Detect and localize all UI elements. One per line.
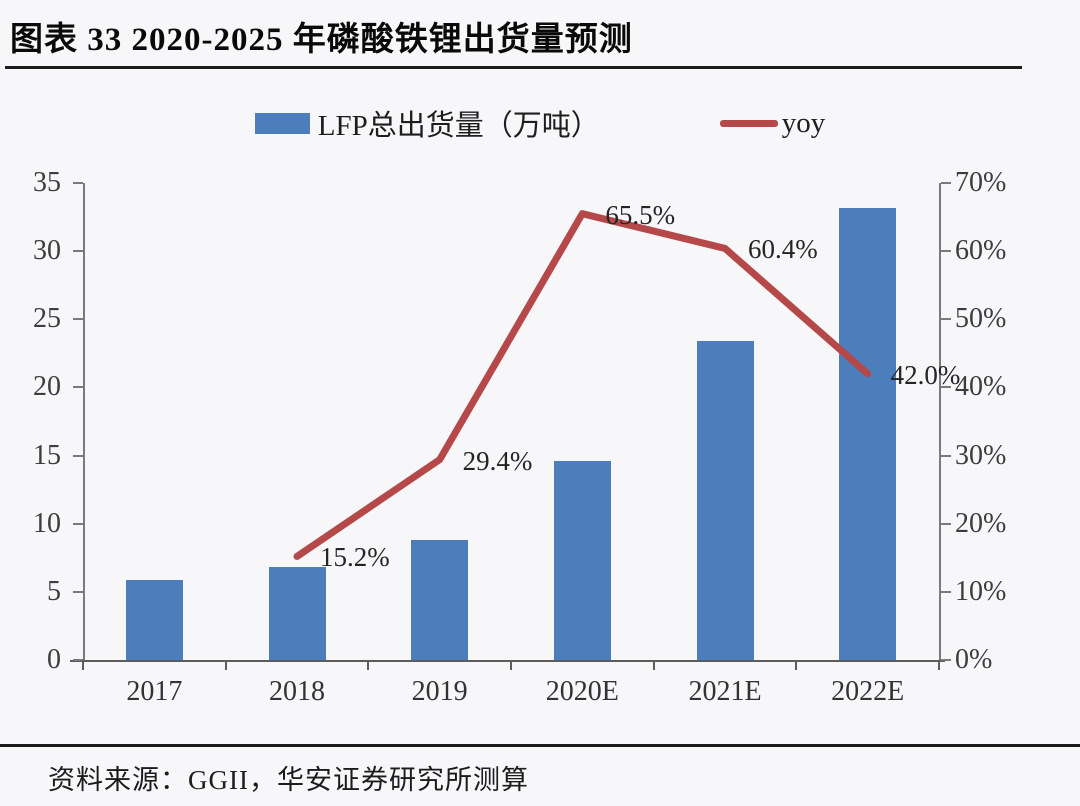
chart-legend: LFP总出货量（万吨） yoy — [0, 102, 1080, 144]
y-axis-left-tick — [73, 590, 83, 593]
y-axis-right-tick — [941, 250, 951, 253]
yoy-point-label: 60.4% — [748, 234, 818, 265]
bar-2022E — [839, 207, 897, 660]
yoy-point-label: 42.0% — [890, 359, 961, 390]
legend-label-yoy: yoy — [781, 106, 826, 139]
x-axis-category-label: 2021E — [688, 676, 762, 707]
y-axis-left-tick-label: 5 — [47, 575, 61, 607]
line-series-swatch — [719, 119, 778, 127]
y-axis-right-tick — [941, 182, 951, 184]
y-axis-left-tick-label: 35 — [33, 167, 61, 198]
legend-item-lfp-shipments: LFP总出货量（万吨） — [254, 102, 600, 144]
y-axis-left-tick — [73, 522, 83, 525]
source-note: 资料来源：GGII，华安证券研究所测算 — [48, 765, 529, 795]
x-axis — [70, 660, 945, 662]
x-axis-category-label: 2017 — [126, 676, 183, 707]
x-axis-tick — [510, 660, 512, 670]
y-axis-right-tick — [941, 454, 951, 457]
yoy-point-label: 15.2% — [320, 542, 390, 573]
y-axis-right-tick — [941, 659, 951, 661]
legend-label-lfp-shipments: LFP总出货量（万吨） — [317, 110, 600, 142]
y-axis-left — [83, 183, 85, 660]
y-axis-left-tick-label: 30 — [33, 235, 61, 267]
y-axis-right-tick-label: 40% — [955, 371, 1007, 403]
x-axis-category-label: 2019 — [411, 676, 468, 707]
y-axis-left-tick — [73, 318, 83, 321]
bar-2020E — [553, 461, 611, 660]
x-axis-tick — [224, 660, 227, 670]
y-axis-right-tick-label: 30% — [955, 439, 1007, 471]
y-axis-left-tick — [73, 250, 83, 253]
y-axis-left-tick-label: 20 — [33, 371, 61, 403]
y-axis-right-tick-label: 20% — [955, 507, 1007, 539]
bar-series-swatch — [254, 112, 310, 134]
bar-2021E — [696, 341, 754, 660]
y-axis-left-tick — [73, 659, 83, 661]
x-axis-category-label: 2018 — [269, 676, 325, 707]
y-axis-right-tick — [941, 318, 951, 321]
y-axis-right-tick-label: 60% — [955, 235, 1007, 267]
bar-2017 — [125, 579, 183, 660]
y-axis-left-tick — [73, 454, 83, 457]
yoy-point-label: 29.4% — [462, 445, 533, 476]
y-axis-left-tick — [73, 182, 83, 184]
title-divider — [5, 66, 1022, 69]
y-axis-right — [939, 183, 941, 660]
bar-2019 — [411, 540, 469, 660]
x-axis-tick — [367, 660, 370, 670]
y-axis-right-tick-label: 70% — [955, 167, 1007, 198]
x-axis-category-label: 2020E — [545, 676, 619, 707]
y-axis-right-tick — [941, 386, 951, 389]
yoy-point-label: 65.5% — [605, 199, 676, 230]
x-axis-category-label: 2022E — [831, 676, 905, 707]
x-axis-tick — [795, 660, 798, 670]
y-axis-left-tick-label: 10 — [33, 507, 61, 539]
y-axis-right-tick-label: 50% — [955, 303, 1007, 335]
y-axis-right-tick — [941, 590, 951, 593]
x-axis-tick — [82, 660, 84, 670]
y-axis-left-tick — [73, 386, 83, 389]
legend-item-yoy: yoy — [719, 106, 826, 140]
chart-title: 图表 33 2020-2025 年磷酸铁锂出货量预测 — [10, 22, 633, 58]
y-axis-right-tick-label: 0% — [955, 644, 993, 675]
y-axis-left-tick-label: 15 — [33, 439, 61, 471]
y-axis-right-tick — [941, 522, 951, 525]
bar-2018 — [268, 567, 326, 660]
y-axis-left-tick-label: 0 — [47, 644, 61, 675]
x-axis-tick — [938, 660, 940, 670]
x-axis-tick — [652, 660, 655, 670]
y-axis-left-tick-label: 25 — [33, 303, 61, 335]
footer-divider — [0, 744, 1080, 747]
y-axis-right-tick-label: 10% — [955, 575, 1007, 607]
